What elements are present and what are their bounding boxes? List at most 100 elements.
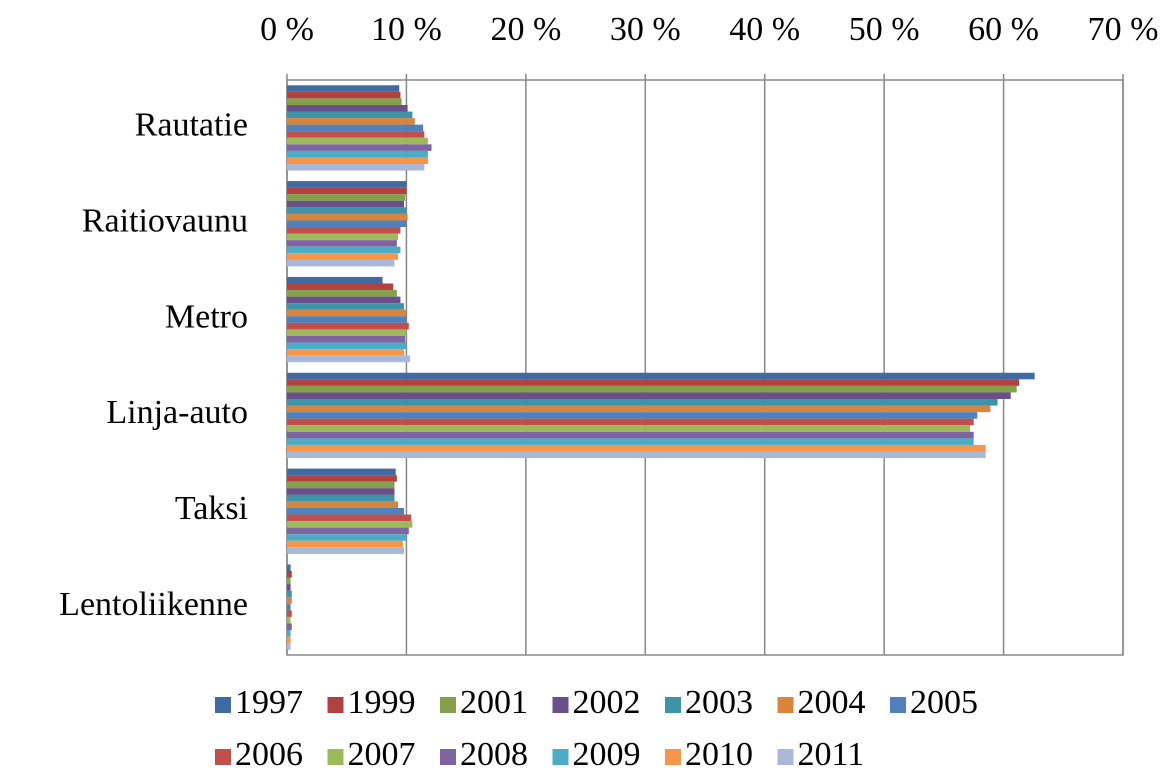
legend-swatch xyxy=(665,749,681,765)
bar xyxy=(287,405,991,413)
bar xyxy=(287,259,395,267)
bar xyxy=(287,104,408,112)
x-tick-label: 0 % xyxy=(260,11,314,48)
legend-swatch xyxy=(552,697,569,713)
bar xyxy=(287,475,397,482)
bar xyxy=(287,603,291,611)
y-tick-label: Taksi xyxy=(175,490,248,527)
bar xyxy=(287,425,971,432)
bar xyxy=(287,584,291,591)
x-tick-label: 10 % xyxy=(371,11,442,48)
bar xyxy=(287,355,411,363)
bar xyxy=(287,623,292,631)
legend-swatch xyxy=(890,697,906,713)
bar xyxy=(287,399,998,406)
y-tick-label: Metro xyxy=(165,298,248,335)
legend-label: 2006 xyxy=(235,736,303,773)
x-tick-label: 50 % xyxy=(849,11,920,48)
legend-swatch xyxy=(665,697,681,713)
bar xyxy=(287,246,401,254)
bar xyxy=(287,577,291,585)
legend-label: 2009 xyxy=(573,736,641,773)
bar xyxy=(287,521,413,528)
bar xyxy=(287,468,396,476)
bar xyxy=(287,438,974,445)
bar xyxy=(287,164,425,171)
bar xyxy=(287,207,407,214)
bar xyxy=(287,220,407,228)
bar xyxy=(287,316,407,323)
bar xyxy=(287,187,407,195)
bar xyxy=(287,610,292,617)
bar xyxy=(287,570,292,578)
legend-label: 2008 xyxy=(460,736,528,773)
bar xyxy=(287,200,405,208)
bar xyxy=(287,213,408,221)
bar xyxy=(287,91,401,99)
legend-swatch xyxy=(327,749,344,765)
bar xyxy=(287,372,1035,380)
bar xyxy=(287,412,978,419)
bar xyxy=(287,444,986,452)
bar xyxy=(287,194,406,201)
bar xyxy=(287,283,394,291)
bar xyxy=(287,534,407,541)
y-tick-label: Lentoliikenne xyxy=(59,586,248,623)
legend-label: 1999 xyxy=(348,684,416,721)
bar xyxy=(287,290,397,297)
bar xyxy=(287,636,291,644)
bar xyxy=(287,597,292,604)
bar xyxy=(287,111,413,119)
legend-swatch xyxy=(327,697,344,713)
bar xyxy=(287,131,425,138)
legend-swatch xyxy=(552,749,569,765)
legend-swatch xyxy=(215,697,231,713)
y-tick-label: Rautatie xyxy=(135,107,248,144)
bar xyxy=(287,335,406,343)
x-tick-label: 60 % xyxy=(968,11,1039,48)
bar xyxy=(287,118,415,125)
legend-label: 2003 xyxy=(685,684,753,721)
bar xyxy=(287,240,397,247)
bar xyxy=(287,150,428,158)
legend-label: 2007 xyxy=(348,736,416,773)
y-tick-label: Raitiovaunu xyxy=(82,203,248,240)
bar xyxy=(287,303,405,310)
bar xyxy=(287,616,291,624)
bar xyxy=(287,227,401,234)
bar xyxy=(287,98,402,105)
bar xyxy=(287,181,407,188)
bar xyxy=(287,144,432,151)
bar xyxy=(287,349,405,356)
bar xyxy=(287,385,1017,393)
bar xyxy=(287,392,1011,400)
bar xyxy=(287,322,409,330)
legend-swatch xyxy=(215,749,231,765)
x-tick-label: 20 % xyxy=(490,11,561,48)
legend-label: 2002 xyxy=(573,684,641,721)
bar xyxy=(287,481,395,489)
bar xyxy=(287,124,424,132)
bar xyxy=(287,494,395,502)
bar xyxy=(287,379,1020,386)
bar xyxy=(287,514,412,522)
bar xyxy=(287,527,409,535)
bar xyxy=(287,296,401,304)
bar xyxy=(287,630,291,637)
legend-swatch xyxy=(777,697,794,713)
legend-label: 2001 xyxy=(460,684,528,721)
bar xyxy=(287,540,403,548)
bar xyxy=(287,276,383,284)
bar xyxy=(287,233,399,241)
legend-swatch xyxy=(777,749,794,765)
x-tick-label: 40 % xyxy=(729,11,800,48)
bar xyxy=(287,309,407,317)
bar xyxy=(287,418,974,426)
bar xyxy=(287,157,428,165)
bar xyxy=(287,507,405,515)
bar xyxy=(287,431,974,439)
bar xyxy=(287,564,291,571)
legend-swatch xyxy=(440,749,456,765)
bar xyxy=(287,342,407,350)
